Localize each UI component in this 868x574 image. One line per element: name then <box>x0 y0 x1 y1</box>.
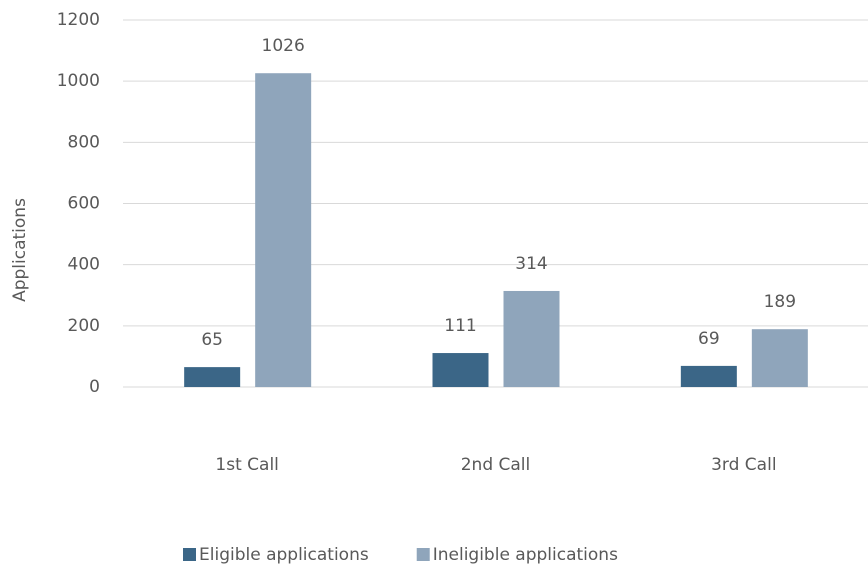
y-tick-label: 800 <box>68 132 100 152</box>
data-label: 189 <box>764 292 796 312</box>
x-tick-label: 1st Call <box>215 455 278 475</box>
data-label: 65 <box>201 330 223 350</box>
bar <box>255 73 312 387</box>
legend-swatch <box>183 548 196 561</box>
y-tick-label: 0 <box>89 377 100 397</box>
legend-label: Eligible applications <box>199 545 369 565</box>
y-tick-label: 1000 <box>57 71 100 91</box>
data-label: 314 <box>515 254 547 274</box>
data-label: 69 <box>698 329 720 349</box>
data-label: 1026 <box>262 36 305 56</box>
legend-swatch <box>416 548 430 561</box>
data-label: 111 <box>444 316 476 336</box>
y-tick-label: 600 <box>68 194 100 214</box>
bar <box>184 367 241 387</box>
x-tick-label: 2nd Call <box>461 455 531 475</box>
legend-label: Ineligible applications <box>433 545 618 565</box>
y-tick-label: 200 <box>68 316 100 336</box>
bar <box>503 290 560 387</box>
bar <box>680 365 737 387</box>
x-tick-label: 3rd Call <box>711 455 776 475</box>
bar <box>432 353 489 387</box>
y-tick-label: 1200 <box>57 10 100 30</box>
y-axis-title: Applications <box>10 198 30 302</box>
bar <box>751 329 808 387</box>
y-tick-label: 400 <box>68 255 100 275</box>
